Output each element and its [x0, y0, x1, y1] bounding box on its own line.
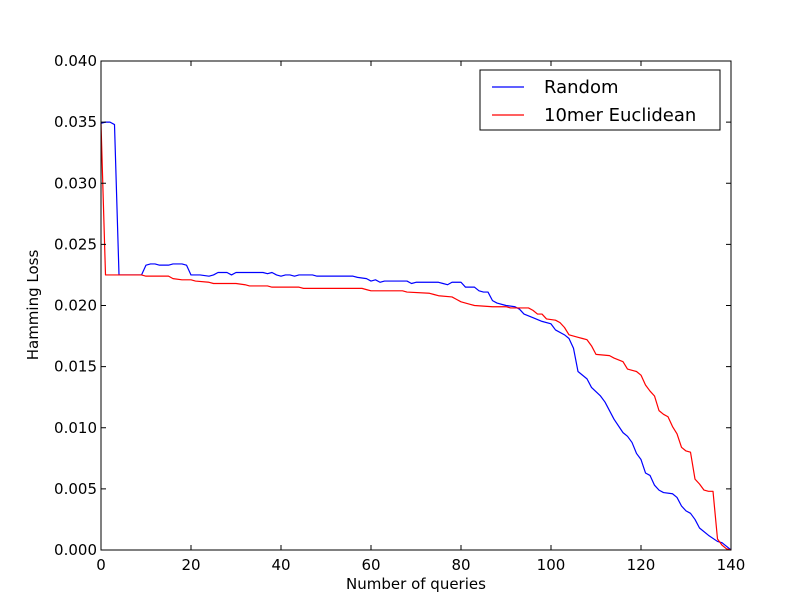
x-tick-label: 0 — [96, 556, 106, 574]
x-tick-label: 80 — [451, 556, 470, 574]
y-tick-label: 0.030 — [54, 174, 97, 192]
y-tick-label: 0.000 — [54, 541, 97, 559]
series-line-0 — [100, 121, 732, 551]
y-tick-label: 0.035 — [54, 113, 97, 131]
legend: Random 10mer Euclidean — [479, 69, 721, 131]
legend-label-0: Random — [544, 77, 619, 98]
x-tick-label: 140 — [717, 556, 746, 574]
x-tick-label: 60 — [361, 556, 380, 574]
y-tick-label: 0.010 — [54, 419, 97, 437]
x-axis-label: Number of queries — [346, 575, 486, 593]
legend-label-1: 10mer Euclidean — [544, 105, 696, 126]
series-line-1 — [100, 123, 732, 551]
y-tick-label: 0.015 — [54, 358, 97, 376]
legend-box — [479, 69, 721, 131]
tick-layer: 0 20 40 60 80 100 120 140 0.000 0.005 0.010 0.015 0.… — [54, 52, 745, 574]
y-axis-label: Hamming Loss — [24, 250, 42, 361]
x-tick-label: 40 — [271, 556, 290, 574]
y-tick-label: 0.020 — [54, 297, 97, 315]
y-tick-label: 0.040 — [54, 52, 97, 70]
x-tick-label: 100 — [537, 556, 566, 574]
plot-area — [101, 61, 731, 550]
x-tick-label: 120 — [627, 556, 656, 574]
x-tick-label: 20 — [181, 556, 200, 574]
y-tick-label: 0.005 — [54, 480, 97, 498]
series-layer — [100, 121, 732, 551]
y-tick-label: 0.025 — [54, 235, 97, 253]
